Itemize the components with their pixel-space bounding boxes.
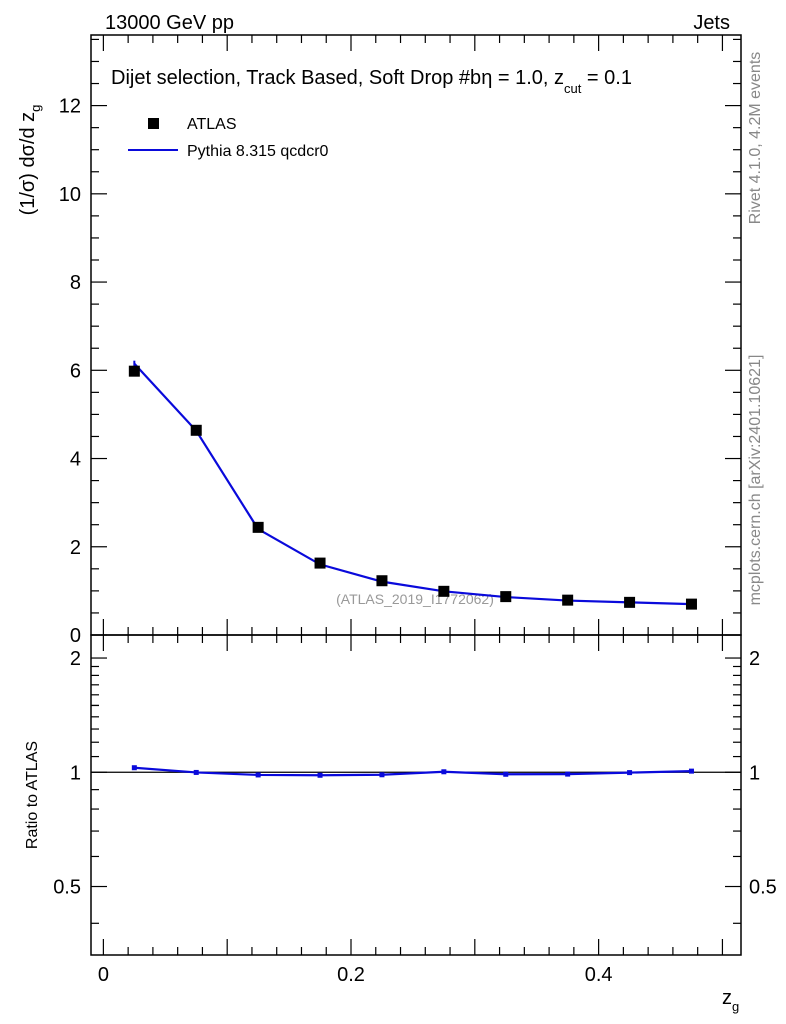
- y-tick-label: 4: [70, 449, 81, 471]
- y-tick-label: 10: [59, 184, 81, 206]
- ratio-point: [255, 772, 261, 778]
- main-y-axis-label-sub: g: [28, 105, 43, 112]
- ratio-line: [134, 766, 692, 777]
- ratio-tick-label-right: 2: [749, 648, 760, 670]
- plot-title-main: Dijet selection, Track Based, Soft Drop …: [111, 67, 481, 89]
- pythia-series: [133, 360, 693, 608]
- main-y-axis-label: (1/σ) dσ/d zg: [17, 105, 43, 216]
- rivet-label: Rivet 4.1.0, 4.2M events: [747, 52, 764, 225]
- plot-title-suffix: η = 1.0, z: [481, 67, 564, 89]
- ratio-point: [627, 770, 633, 776]
- ratio-point: [688, 768, 694, 774]
- ratio-tick-label-right: 1: [749, 762, 760, 784]
- y-tick-label: 0: [70, 625, 81, 647]
- ratio-tick-label-right: 0.5: [749, 877, 777, 899]
- y-tick-label: 2: [70, 537, 81, 559]
- atlas-point: [190, 424, 202, 436]
- ratio-y-ticks: 0.5 0.5 1 1 2 2: [53, 648, 777, 924]
- legend: ATLAS Pythia 8.315 qcdcr0: [128, 116, 329, 160]
- x-tick-label: 0.4: [585, 964, 613, 986]
- atlas-point: [500, 591, 512, 603]
- plot-title-end: = 0.1: [581, 67, 632, 89]
- header-left: 13000 GeV pp: [105, 12, 234, 34]
- x-tick-label: 0.2: [337, 964, 365, 986]
- ratio-tick-label: 1: [70, 762, 81, 784]
- ratio-tick-label: 0.5: [53, 877, 81, 899]
- atlas-series: [128, 365, 697, 610]
- atlas-point: [624, 596, 636, 608]
- ratio-point: [379, 772, 385, 778]
- y-tick-label: 6: [70, 360, 81, 382]
- atlas-point: [376, 575, 388, 587]
- ratio-x-ticks: 0 0.2 0.4: [98, 635, 724, 986]
- legend-label-atlas: ATLAS: [187, 116, 237, 133]
- ratio-point: [193, 769, 199, 775]
- x-axis-label: zg: [722, 987, 739, 1014]
- legend-marker-atlas: [148, 118, 159, 129]
- ratio-plot-frame: [90, 634, 742, 956]
- main-y-axis-label-text: (1/σ) dσ/d z: [17, 112, 39, 216]
- atlas-point: [128, 365, 140, 377]
- ratio-point: [503, 771, 509, 777]
- x-tick-label: 0: [98, 964, 109, 986]
- atlas-point: [685, 598, 697, 610]
- ratio-tick-label: 2: [70, 648, 81, 670]
- plot-title: Dijet selection, Track Based, Soft Drop …: [111, 67, 632, 96]
- ratio-point: [317, 772, 323, 778]
- x-axis-label-sub: g: [732, 999, 739, 1014]
- legend-label-pythia: Pythia 8.315 qcdcr0: [187, 143, 329, 160]
- ratio-point: [565, 771, 571, 777]
- mcplots-label: mcplots.cern.ch [arXiv:2401.10621]: [747, 355, 764, 606]
- atlas-point: [438, 585, 450, 597]
- header-right: Jets: [693, 12, 730, 34]
- main-x-ticks: [102, 35, 724, 635]
- ratio-y-axis-label: Ratio to ATLAS: [24, 741, 41, 849]
- y-tick-label: 12: [59, 96, 81, 118]
- atlas-point: [252, 521, 264, 533]
- plot-title-sub: cut: [564, 81, 582, 96]
- ratio-series: [131, 765, 694, 778]
- atlas-point: [314, 557, 326, 569]
- pythia-line: [133, 362, 692, 606]
- main-y-ticks: 0 2 4 6 8 10 12: [59, 38, 741, 647]
- y-tick-label: 8: [70, 272, 81, 294]
- atlas-point: [562, 594, 574, 606]
- ratio-point: [131, 765, 137, 771]
- x-axis-label-text: z: [722, 987, 732, 1009]
- ratio-point: [441, 769, 447, 775]
- analysis-watermark: (ATLAS_2019_I1772062): [336, 591, 494, 607]
